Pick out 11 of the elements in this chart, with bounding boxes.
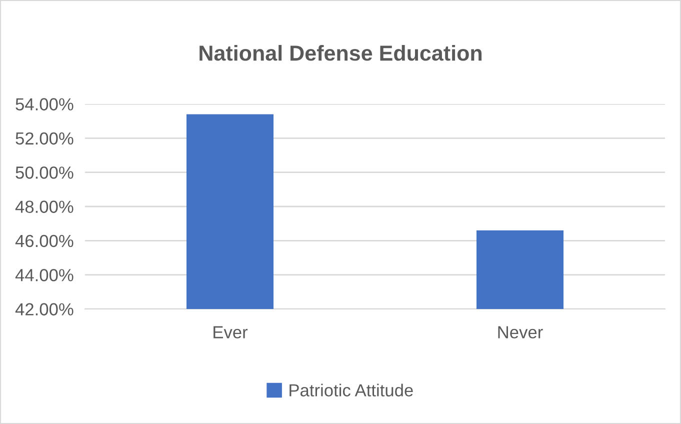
y-tick-label: 42.00% [15, 303, 74, 316]
y-tick-label: 44.00% [15, 269, 74, 282]
y-tick-label: 46.00% [15, 234, 74, 248]
x-tick-label: Never [498, 326, 543, 338]
y-tick-label: 52.00% [16, 132, 74, 145]
y-tick-label: 48.00% [15, 200, 74, 213]
legend-label: Patriotic Attitude [290, 384, 413, 396]
x-tick-label: Ever [214, 326, 248, 338]
y-tick-label: 50.00% [16, 166, 74, 179]
y-tick-label: 54.00% [16, 98, 74, 110]
chart-title: National Defense Education [200, 44, 482, 61]
